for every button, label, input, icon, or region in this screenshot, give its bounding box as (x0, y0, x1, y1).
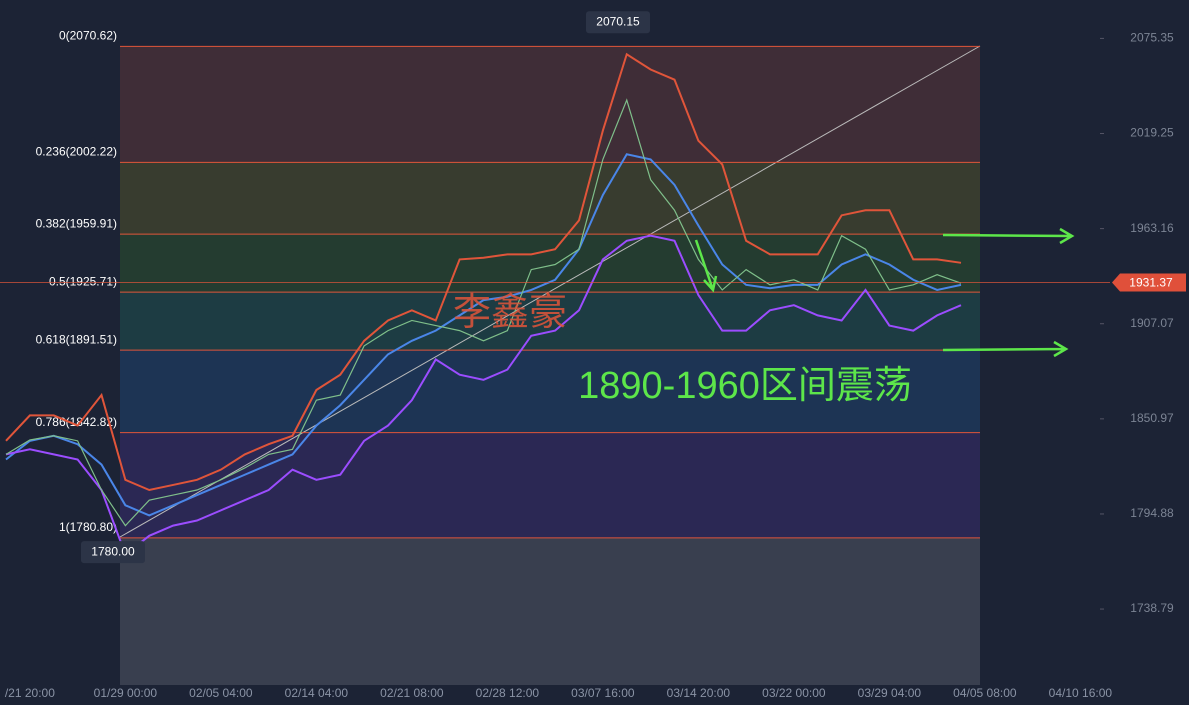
high-tag (586, 11, 650, 34)
fib-label: 0.236(2002.22) (36, 145, 117, 159)
y-tick-label: 1738.79 (1130, 601, 1174, 615)
fib-bands (120, 46, 980, 685)
x-tick-label: 03/29 04:00 (858, 686, 922, 700)
y-tick-label: 2019.25 (1130, 126, 1174, 140)
fib-label: 0.618(1891.51) (36, 332, 117, 346)
arrow (942, 340, 1069, 358)
trend-line (119, 45, 981, 538)
fib-band (120, 292, 980, 351)
x-tick-label: 03/07 16:00 (571, 686, 635, 700)
annotation: 1890-1960区间震荡 (578, 365, 912, 407)
series-line (5, 234, 962, 557)
arrows (694, 227, 1075, 358)
x-tick-label: 02/14 04:00 (285, 686, 349, 700)
arrow (942, 227, 1075, 245)
fib-label: 1(1780.80) (59, 520, 117, 534)
x-tick-label: 02/05 04:00 (189, 686, 253, 700)
fib-label: 0.786(1842.82) (36, 415, 117, 429)
fib-band (120, 234, 980, 293)
series-line (5, 153, 962, 517)
fib-band (120, 46, 980, 163)
fib-label: 0.382(1959.91) (36, 216, 117, 230)
current-price-tag (1112, 273, 1186, 292)
y-tick-label: 2075.35 (1130, 31, 1174, 45)
fib-label: 0.5(1925.71) (49, 274, 117, 288)
high-label: 2070.15 (596, 14, 640, 28)
y-tick-label: 1794.88 (1130, 506, 1174, 520)
low-label: 1780.00 (91, 544, 135, 558)
plot: 0(2070.62) 0.236(2002.22) 0.382(1959.91) 0.… (0, 11, 1186, 700)
arrow (694, 239, 718, 293)
low-tag (81, 541, 145, 564)
fib-label: 0(2070.62) (59, 29, 117, 43)
x-tick-label: 02/21 08:00 (380, 686, 444, 700)
x-tick-label: /21 20:00 (5, 686, 55, 700)
x-tick-label: 02/28 12:00 (476, 686, 540, 700)
watermark: 李鑫豪 (453, 292, 567, 334)
y-tick-label: 1850.97 (1130, 411, 1174, 425)
series-line (5, 52, 962, 492)
x-tick-label: 04/05 08:00 (953, 686, 1017, 700)
current-price-label: 1931.37 (1129, 276, 1173, 290)
x-tick-label: 04/10 16:00 (1049, 686, 1113, 700)
x-tick-label: 03/14 20:00 (667, 686, 731, 700)
x-tick-label: 01/29 00:00 (94, 686, 158, 700)
y-tick-label: 1963.16 (1130, 221, 1174, 235)
fib-band (120, 537, 980, 685)
series-line (5, 98, 962, 527)
fib-band (120, 432, 980, 538)
y-tick-label: 1907.07 (1130, 316, 1174, 330)
fib-band (120, 162, 980, 235)
fib-band (120, 350, 980, 433)
x-tick-label: 03/22 00:00 (762, 686, 826, 700)
